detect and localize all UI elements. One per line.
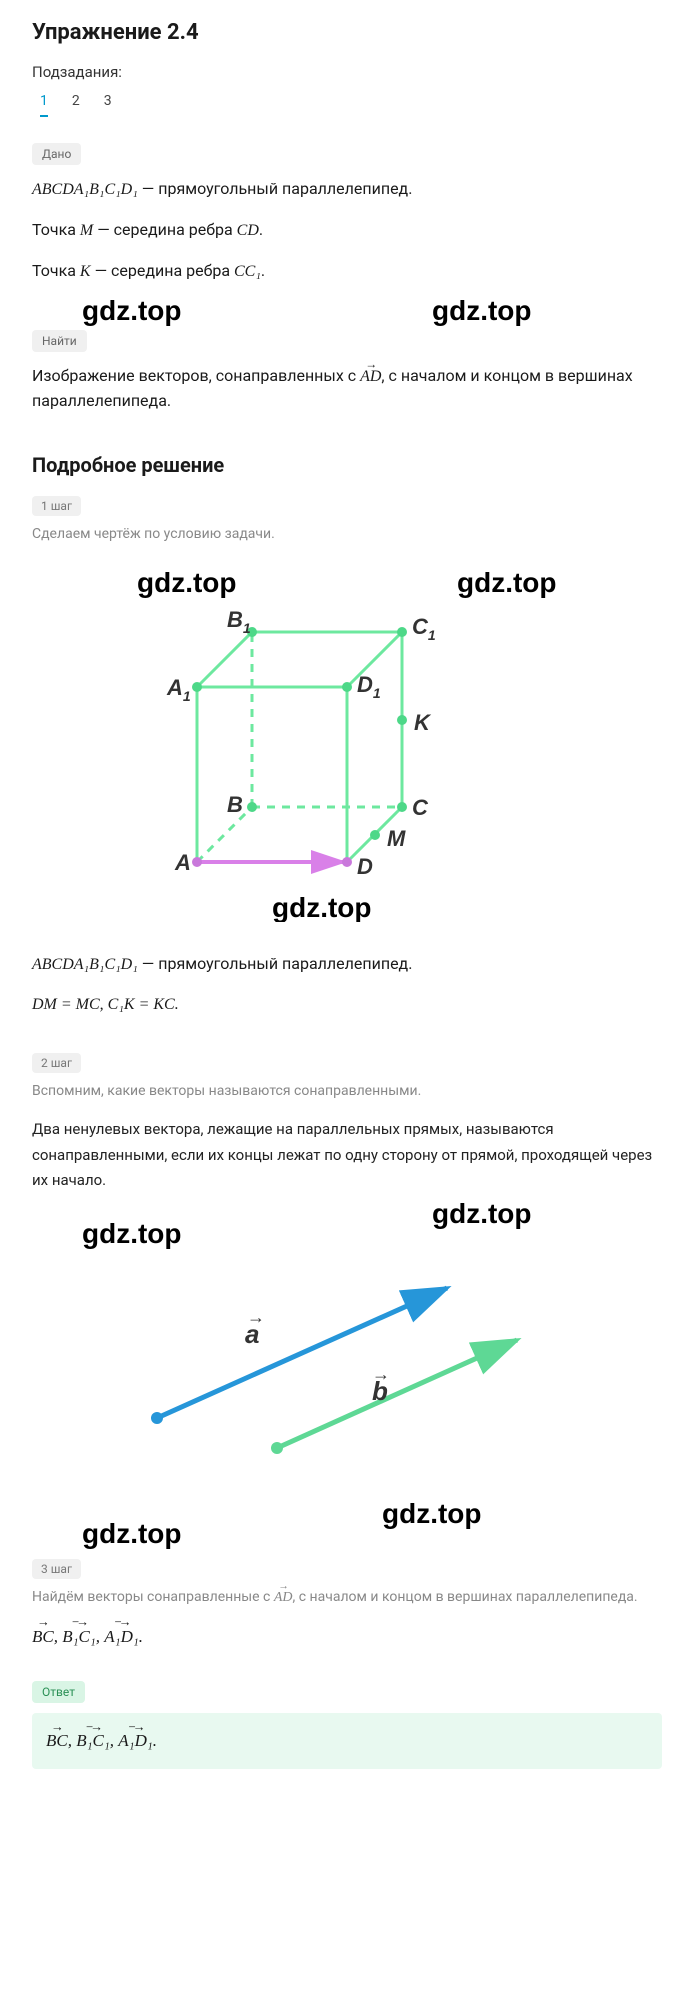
label-d: D — [357, 854, 373, 879]
given-3-k: K — [80, 263, 91, 280]
vertex-c — [397, 802, 407, 812]
answer-bc: BC — [46, 1731, 68, 1751]
given-line-3: Точка K — середина ребра CC₁. — [32, 259, 662, 284]
find-badge: Найти — [32, 330, 87, 352]
given-2-m: M — [80, 222, 93, 239]
watermark: gdz.top — [272, 892, 372, 922]
vectors-svg: → a → b — [117, 1268, 577, 1468]
vertex-a1 — [192, 682, 202, 692]
watermark: gdz.top — [82, 1218, 182, 1250]
step-1-text: Сделаем чертёж по условию задачи. — [32, 526, 662, 542]
vertex-d1 — [342, 682, 352, 692]
find-pre: Изображение векторов, сонаправленных с — [32, 366, 360, 385]
vector-a — [157, 1288, 447, 1418]
watermark: gdz.top — [432, 295, 532, 327]
solution-heading: Подробное решение — [32, 453, 662, 477]
after-diag-math-1: ABCDA₁B₁C₁D₁ — [32, 956, 138, 973]
label-a: A — [174, 850, 191, 875]
find-text: Изображение векторов, сонаправленных с A… — [32, 364, 662, 413]
after-diag-text-1: — прямоугольный параллелепипед. — [138, 954, 413, 973]
after-diag-line-1: ABCDA₁B₁C₁D₁ — прямоугольный параллелепи… — [32, 952, 662, 977]
given-3-cc1: CC₁ — [234, 263, 261, 280]
vertex-k — [397, 715, 407, 725]
tab-3[interactable]: 3 — [104, 93, 112, 117]
step-2-badge: 2 шаг — [32, 1053, 81, 1073]
given-2-post: — середина ребра — [93, 220, 236, 239]
vertex-a — [192, 857, 202, 867]
given-3-end: . — [261, 261, 265, 280]
tab-1[interactable]: 1 — [40, 93, 48, 117]
step-3-badge: 3 шаг — [32, 1559, 81, 1579]
label-c: C — [412, 795, 429, 820]
label-a1: A1 — [166, 675, 191, 704]
cuboid-svg: gdz.top gdz.top gdz.top — [97, 562, 597, 922]
vectors-diagram: → a → b — [32, 1268, 662, 1468]
label-b1: B1 — [227, 607, 251, 636]
step3-pre: Найдём векторы сонаправленные с — [32, 1589, 274, 1605]
given-3-pre: Точка — [32, 261, 80, 280]
subtasks-label: Подзадания: — [32, 63, 662, 81]
label-d1: D1 — [357, 672, 381, 701]
step3-post: , с началом и концом в вершинах параллел… — [293, 1589, 638, 1605]
given-line-1: ABCDA₁B₁C₁D₁ — прямоугольный параллелепи… — [32, 177, 662, 202]
tab-2[interactable]: 2 — [72, 93, 80, 117]
step3-vec-ad: AD — [274, 1590, 293, 1606]
watermark: gdz.top — [382, 1498, 482, 1530]
label-m: M — [387, 826, 406, 851]
answer-box: BC, B₁C₁, A₁D₁. — [32, 1713, 662, 1769]
answer-badge: Ответ — [32, 1681, 85, 1703]
given-2-pre: Точка — [32, 220, 80, 239]
watermark: gdz.top — [432, 1198, 532, 1230]
answer-b1c1: B₁C₁ — [76, 1731, 110, 1751]
step-2-body: Два ненулевых вектора, лежащие на паралл… — [32, 1117, 662, 1194]
subtask-tabs: 1 2 3 — [32, 93, 662, 117]
given-badge: Дано — [32, 143, 81, 165]
find-vec-ad: AD — [360, 365, 381, 389]
vertex-m — [370, 830, 380, 840]
watermark: gdz.top — [82, 1518, 182, 1550]
result-bc: BC — [32, 1624, 54, 1650]
given-2-end: . — [259, 220, 263, 239]
exercise-title: Упражнение 2.4 — [32, 20, 662, 45]
after-diag-line-2: DM = MC, C₁K = KC. — [32, 993, 662, 1017]
step3-result: BC, B₁C₁, A₁D₁. — [32, 1624, 662, 1650]
step-3-text: Найдём векторы сонаправленные с AD, с на… — [32, 1589, 662, 1606]
given-2-cd: CD — [237, 222, 259, 239]
step-2-text: Вспомним, какие векторы называются сонап… — [32, 1083, 662, 1099]
watermark: gdz.top — [457, 567, 557, 598]
given-3-post: — середина ребра — [91, 261, 234, 280]
answer-a1d1: A₁D₁ — [118, 1731, 152, 1751]
given-text-1: — прямоугольный параллелепипед. — [138, 179, 413, 198]
edge-a1b1 — [197, 632, 252, 687]
vertex-c1 — [397, 627, 407, 637]
vertex-b — [247, 802, 257, 812]
given-line-2: Точка M — середина ребра CD. — [32, 218, 662, 243]
watermark: gdz.top — [137, 567, 237, 598]
result-a1d1: A₁D₁ — [104, 1624, 138, 1650]
label-k: K — [414, 710, 432, 735]
label-vec-b: → b — [372, 1356, 397, 1406]
given-math-1: ABCDA₁B₁C₁D₁ — [32, 181, 138, 198]
edge-ab-back — [197, 807, 252, 862]
result-b1c1: B₁C₁ — [62, 1624, 96, 1650]
label-b: B — [227, 792, 243, 817]
step-1-badge: 1 шаг — [32, 496, 81, 516]
vertex-d — [342, 857, 352, 867]
edge-d1c1 — [347, 632, 402, 687]
label-vec-a: → a — [245, 1299, 272, 1349]
watermark: gdz.top — [82, 295, 182, 327]
label-c1: C1 — [412, 614, 436, 643]
cuboid-diagram: gdz.top gdz.top gdz.top — [32, 562, 662, 922]
